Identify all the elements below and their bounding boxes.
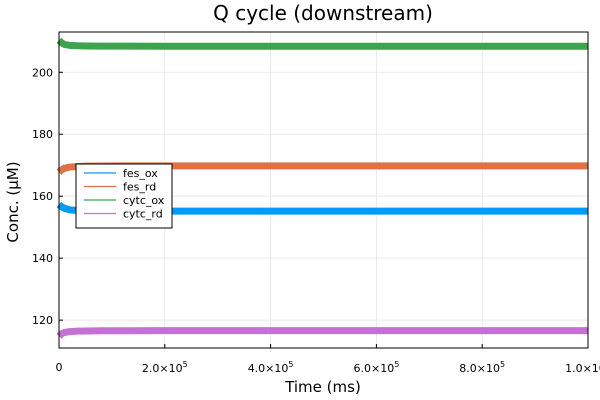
series-line-cytc-rd (56, 327, 588, 339)
x-tick-label: 6.0×105 (353, 360, 399, 375)
x-tick-label: 1.0×106 (565, 360, 600, 375)
x-tick-exponent: 5 (183, 360, 188, 369)
y-tick-label: 140 (32, 252, 53, 265)
x-axis-label: Time (ms) (284, 378, 361, 396)
y-tick-label: 180 (32, 128, 53, 141)
series-line-cytc-ox (56, 37, 588, 50)
plot-frame (58, 31, 589, 349)
y-gridlines (59, 71, 588, 321)
y-axis-ticks: 120 140 160 180 200 (32, 66, 63, 327)
y-axis-label: Conc. (μM) (4, 161, 22, 242)
x-tick-exponent: 5 (288, 360, 293, 369)
y-tick-label: 160 (32, 190, 53, 203)
legend-label: fes_ox (123, 167, 158, 180)
x-axis-ticks: 0 2.0×105 4.0×105 6.0×105 8.0×105 1.0×106 (56, 344, 600, 375)
legend-label: cytc_rd (123, 208, 163, 221)
x-tick-label: 2.0×105 (142, 360, 188, 375)
x-tick-label: 4.0×105 (248, 360, 294, 375)
y-tick-label: 120 (32, 314, 53, 327)
x-tick-exponent: 5 (394, 360, 399, 369)
legend-box (75, 163, 173, 229)
x-tick-label: 0 (56, 361, 63, 374)
legend-label: fes_rd (123, 181, 156, 194)
chart-title: Q cycle (downstream) (213, 1, 433, 25)
x-tick-label: 8.0×105 (459, 360, 505, 375)
legend-label: cytc_ox (123, 194, 165, 207)
y-tick-label: 200 (32, 66, 53, 79)
x-tick-exponent: 5 (500, 360, 505, 369)
